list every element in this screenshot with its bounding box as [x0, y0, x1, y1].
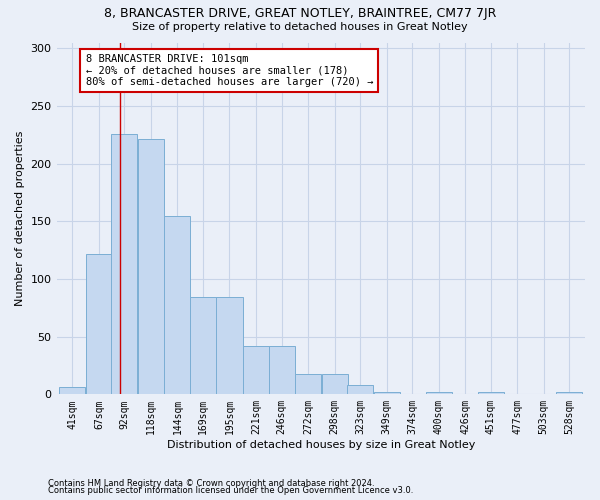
Text: 8, BRANCASTER DRIVE, GREAT NOTLEY, BRAINTREE, CM77 7JR: 8, BRANCASTER DRIVE, GREAT NOTLEY, BRAIN… [104, 8, 496, 20]
Y-axis label: Number of detached properties: Number of detached properties [15, 130, 25, 306]
Bar [269, 346, 295, 395]
Bar [347, 385, 373, 394]
Bar [425, 392, 452, 394]
Text: 8 BRANCASTER DRIVE: 101sqm
← 20% of detached houses are smaller (178)
80% of sem: 8 BRANCASTER DRIVE: 101sqm ← 20% of deta… [86, 54, 373, 87]
X-axis label: Distribution of detached houses by size in Great Notley: Distribution of detached houses by size … [167, 440, 475, 450]
Bar [112, 134, 137, 394]
Bar [478, 392, 503, 394]
Bar [86, 254, 112, 394]
Bar [374, 392, 400, 394]
Bar [190, 298, 216, 394]
Bar [322, 374, 347, 394]
Bar [243, 346, 269, 395]
Bar [556, 392, 582, 394]
Bar [164, 216, 190, 394]
Bar [217, 298, 242, 394]
Bar [59, 388, 85, 394]
Bar [295, 374, 321, 394]
Text: Contains public sector information licensed under the Open Government Licence v3: Contains public sector information licen… [48, 486, 413, 495]
Text: Contains HM Land Registry data © Crown copyright and database right 2024.: Contains HM Land Registry data © Crown c… [48, 478, 374, 488]
Bar [138, 140, 164, 394]
Text: Size of property relative to detached houses in Great Notley: Size of property relative to detached ho… [132, 22, 468, 32]
